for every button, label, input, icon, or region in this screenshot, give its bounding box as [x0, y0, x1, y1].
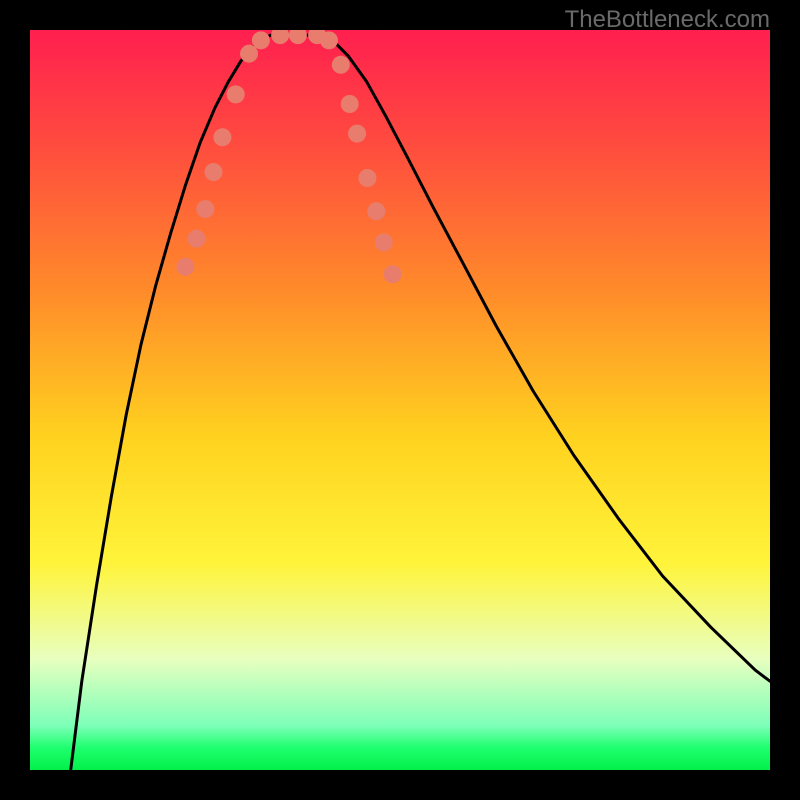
marker-point [384, 265, 402, 283]
marker-point [188, 230, 206, 248]
marker-point [341, 95, 359, 113]
marker-point [227, 85, 245, 103]
marker-point [176, 258, 194, 276]
marker-point [320, 31, 338, 49]
marker-point [196, 200, 214, 218]
marker-point [252, 31, 270, 49]
bottleneck-chart [30, 30, 770, 770]
marker-point [205, 163, 223, 181]
marker-point [332, 56, 350, 74]
watermark-label: TheBottleneck.com [565, 6, 770, 34]
marker-point [348, 125, 366, 143]
chart-frame: TheBottleneck.com [0, 0, 800, 800]
plot-area [30, 30, 770, 770]
marker-point [358, 169, 376, 187]
marker-point [367, 202, 385, 220]
marker-point [213, 128, 231, 146]
marker-point [375, 233, 393, 251]
